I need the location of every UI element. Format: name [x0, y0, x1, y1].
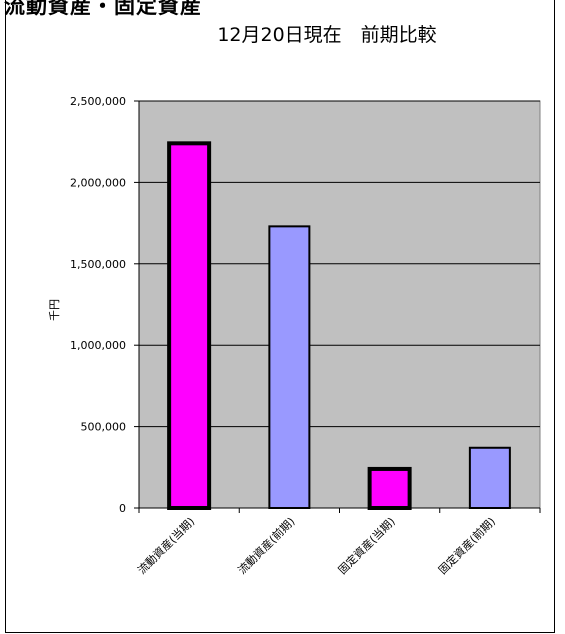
x-tick-label: 流動資産(当期)	[135, 514, 198, 577]
y-axis-label: 千円	[48, 299, 61, 321]
bar	[468, 446, 511, 510]
page-title: 流動資産・固定資産	[4, 0, 202, 18]
y-tick-label: 2,000,000	[70, 176, 126, 189]
x-tick-label: 固定資産(当期)	[335, 514, 398, 577]
y-tick-label: 500,000	[81, 421, 127, 434]
x-tick-label: 流動資産(前期)	[235, 514, 298, 577]
bar	[167, 141, 212, 510]
y-tick-label: 1,000,000	[70, 339, 126, 352]
bar	[268, 225, 311, 510]
y-tick-label: 2,500,000	[70, 95, 126, 108]
y-tick-label: 0	[119, 502, 126, 515]
x-tick-label: 固定資産(前期)	[435, 514, 498, 577]
chart-title: 12月20日現在 前期比較	[217, 24, 436, 46]
plot-area: 0 500,000 1,000,000 1,500,000 2,000,000 2,500…	[70, 95, 541, 577]
bar	[367, 466, 412, 511]
y-tick-label: 1,500,000	[70, 258, 126, 271]
